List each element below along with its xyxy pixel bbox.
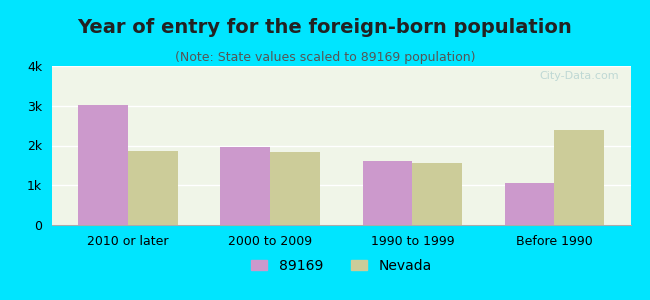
Text: City-Data.com: City-Data.com [540, 71, 619, 81]
Bar [504, 183, 554, 225]
Text: Year of entry for the foreign-born population: Year of entry for the foreign-born popul… [77, 18, 573, 37]
Text: (Note: State values scaled to 89169 population): (Note: State values scaled to 89169 popu… [175, 51, 475, 64]
Bar [412, 164, 462, 225]
Bar [554, 130, 604, 225]
Bar [270, 152, 320, 225]
Bar [363, 161, 412, 225]
Legend: 89169, Nevada: 89169, Nevada [245, 254, 437, 278]
Bar [128, 152, 178, 225]
Bar [78, 105, 128, 225]
Bar [220, 148, 270, 225]
